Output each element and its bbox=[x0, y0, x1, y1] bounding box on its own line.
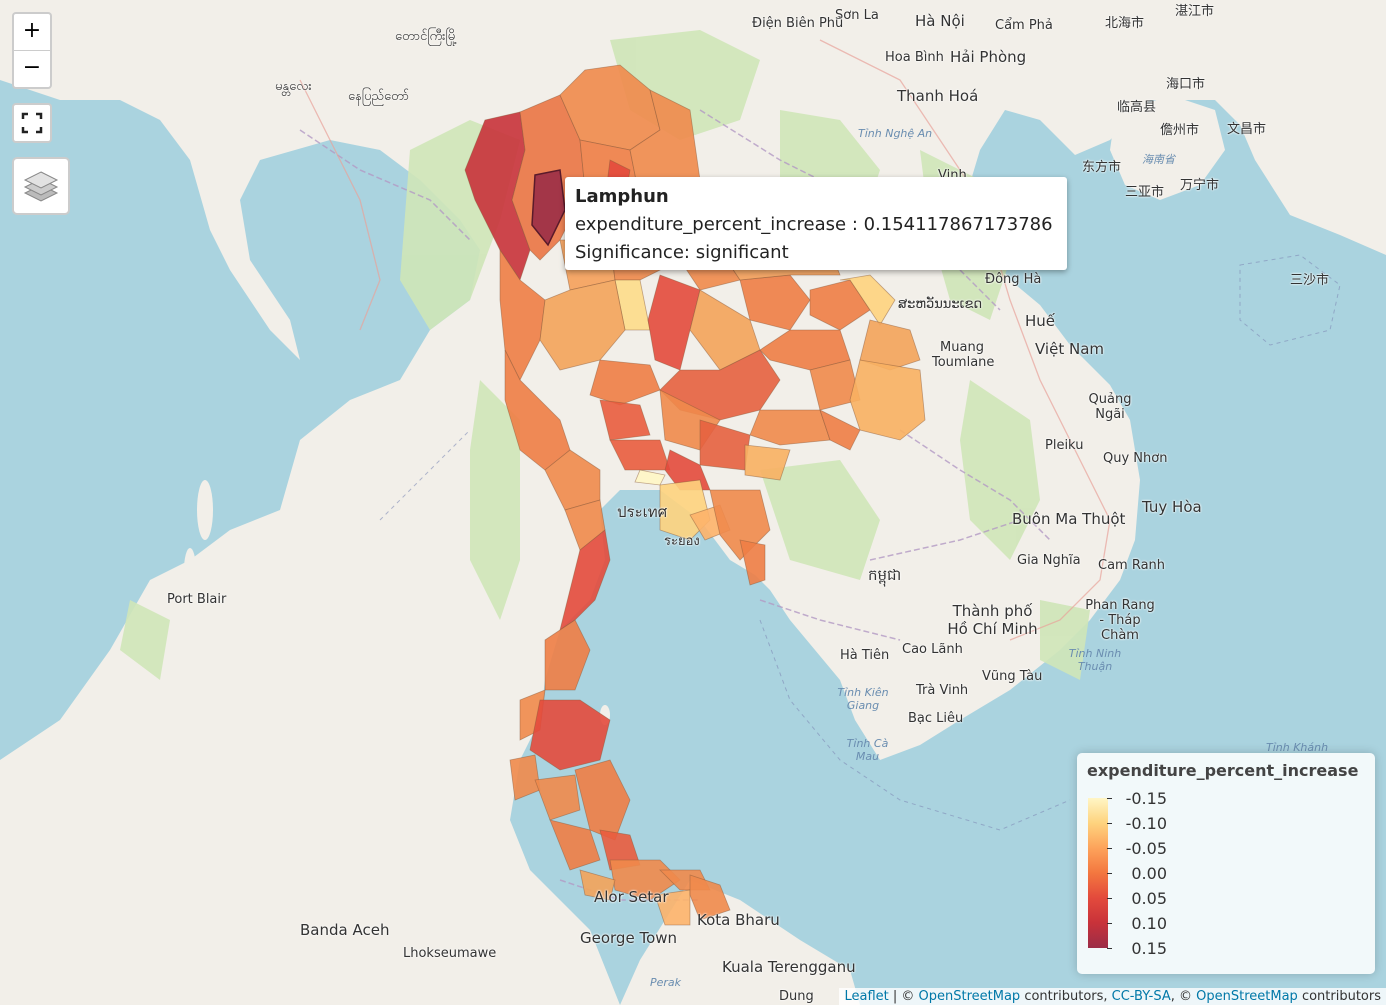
legend-tick: 0.10 bbox=[1107, 914, 1167, 934]
zoom-control: + − bbox=[12, 12, 52, 89]
province-surat-thani bbox=[529, 699, 611, 771]
province-lamphun-highlight bbox=[531, 169, 566, 247]
province-ratchaburi bbox=[544, 449, 601, 511]
popup-title: Lamphun bbox=[575, 186, 669, 207]
province-trang bbox=[549, 819, 601, 871]
legend-tick: 0.05 bbox=[1107, 889, 1167, 909]
zoom-out-button[interactable]: − bbox=[14, 50, 50, 87]
legend-title: expenditure_percent_increase bbox=[1087, 761, 1359, 780]
province-trat bbox=[739, 539, 766, 586]
fullscreen-icon bbox=[21, 112, 43, 134]
province-satun bbox=[579, 869, 616, 901]
province-narathiwat bbox=[689, 874, 731, 921]
legend-tick: -0.10 bbox=[1107, 814, 1167, 834]
attribution-text: contributors bbox=[1297, 989, 1381, 1004]
province-prachuap bbox=[559, 529, 611, 631]
attribution-text: | © bbox=[888, 989, 919, 1004]
attribution-text: , © bbox=[1170, 989, 1197, 1004]
legend-ticks: -0.15 -0.10 -0.05 0.00 0.05 0.10 0.15 bbox=[1107, 789, 1169, 958]
legend-color-bar bbox=[1088, 798, 1108, 948]
province-buriram bbox=[749, 409, 831, 446]
legend-tick: 0.15 bbox=[1107, 939, 1167, 959]
layers-button[interactable] bbox=[12, 157, 70, 215]
popup-value-line: expenditure_percent_increase : 0.1541178… bbox=[575, 214, 1053, 235]
layers-icon bbox=[23, 171, 59, 202]
popup-significance-line: Significance: significant bbox=[575, 242, 789, 263]
legend-tick: -0.15 bbox=[1107, 789, 1167, 809]
leaflet-link[interactable]: Leaflet bbox=[844, 989, 889, 1004]
osm-link-2[interactable]: OpenStreetMap bbox=[1196, 989, 1298, 1004]
province-chumphon bbox=[544, 619, 591, 691]
osm-link[interactable]: OpenStreetMap bbox=[918, 989, 1021, 1004]
province-surin bbox=[819, 409, 861, 451]
province-mukdahan bbox=[859, 319, 921, 371]
tooltip-popup: Lamphun expenditure_percent_increase : 0… bbox=[565, 177, 1067, 270]
ccbysa-link[interactable]: CC-BY-SA bbox=[1111, 989, 1171, 1004]
province-tak bbox=[499, 248, 546, 381]
attribution: Leaflet | © OpenStreetMap contributors , … bbox=[839, 988, 1386, 1005]
zoom-in-button[interactable]: + bbox=[22, 18, 42, 43]
province-nakhon-sawan bbox=[539, 279, 626, 371]
province-krabi bbox=[534, 774, 581, 821]
legend-tick: 0.00 bbox=[1107, 864, 1167, 884]
province-lopburi bbox=[589, 359, 661, 406]
province-sakon bbox=[809, 279, 871, 331]
legend-tick: -0.05 bbox=[1107, 839, 1167, 859]
province-ayutthaya bbox=[599, 399, 651, 441]
province-yala bbox=[654, 889, 691, 926]
fullscreen-button[interactable] bbox=[12, 103, 52, 143]
province-sa-kaeo bbox=[744, 444, 791, 481]
province-ubon bbox=[849, 359, 926, 441]
legend: expenditure_percent_increase -0.15 -0.10… bbox=[1077, 753, 1375, 974]
land-sumatra bbox=[240, 920, 500, 1005]
land-hainan bbox=[1110, 95, 1225, 200]
province-phang-nga bbox=[509, 754, 541, 801]
province-nakhon-si bbox=[574, 759, 631, 841]
attribution-text: contributors, bbox=[1020, 989, 1112, 1004]
